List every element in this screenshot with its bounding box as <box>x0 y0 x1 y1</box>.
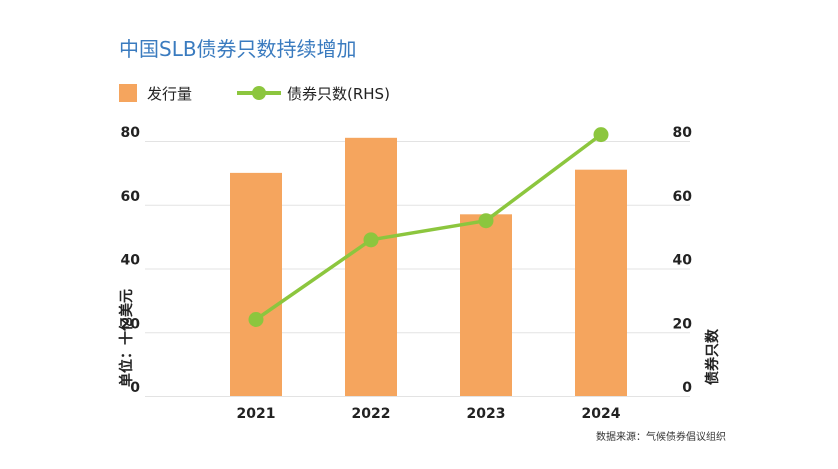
y2-tick-label: 20 <box>673 316 693 332</box>
bar <box>575 169 627 396</box>
legend-line-swatch <box>237 86 281 100</box>
bar <box>460 214 512 396</box>
source-note: 数据来源：气候债券倡议组织 <box>596 432 726 443</box>
line-point <box>478 213 494 229</box>
x-tick-label: 2022 <box>352 406 391 422</box>
bar <box>230 172 282 396</box>
line-point <box>593 127 609 143</box>
y-tick-label: 80 <box>121 125 141 141</box>
y2-tick-label: 0 <box>682 380 692 396</box>
x-tick-label: 2021 <box>237 406 276 422</box>
y2-axis-label: 债券只数 <box>704 328 721 385</box>
x-tick-label: 2024 <box>582 406 621 422</box>
x-tick-label: 2023 <box>467 406 506 422</box>
line-point <box>248 312 264 327</box>
y-axis-label: 单位：十亿美元 <box>118 289 135 387</box>
bar <box>345 137 397 396</box>
y-tick-label: 60 <box>121 189 141 205</box>
y-tick-label: 20 <box>121 316 141 332</box>
series-line <box>255 133 603 321</box>
legend-bar-swatch <box>119 84 137 102</box>
y-tick-label: 40 <box>121 253 141 269</box>
y2-tick-label: 60 <box>673 189 693 205</box>
legend-bar-label: 发行量 <box>147 85 193 103</box>
legend-line-label: 债券只数(RHS) <box>287 85 390 103</box>
y2-tick-label: 80 <box>673 125 693 141</box>
y2-tick-label: 40 <box>673 253 693 269</box>
line-point <box>363 232 379 248</box>
y-tick-label: 0 <box>130 380 140 396</box>
chart-title: 中国SLB债券只数持续增加 <box>119 37 357 61</box>
